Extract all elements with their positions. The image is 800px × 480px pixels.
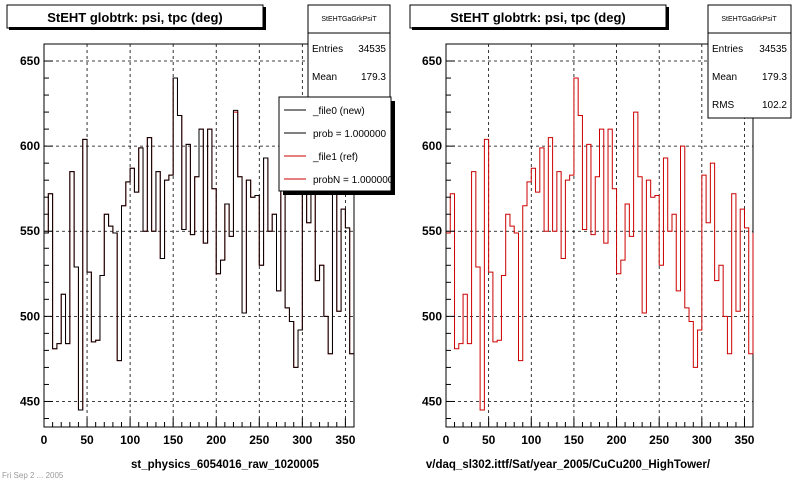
left-stats-box: StEHTGaGrkPsiT Entries 34535 Mean 179.3	[307, 4, 391, 106]
left-stats-mean-value: 179.3	[361, 72, 386, 83]
right-stats-box: StEHTGaGrkPsiT Entries 34535 Mean 179.3 …	[707, 4, 792, 119]
corner-timestamp: Fri Sep 2 ... 2005	[2, 471, 64, 480]
right-stats-name: StEHTGaGrkPsiT	[721, 16, 777, 23]
right-stats-mean-value: 179.3	[762, 72, 787, 83]
x-tick-label: 350	[734, 433, 754, 447]
y-tick-label: 600	[20, 139, 40, 153]
x-tick-label: 50	[80, 433, 94, 447]
legend-entry: probN = 1.000000	[284, 175, 394, 186]
x-tick-label: 250	[249, 433, 269, 447]
x-tick-label: 200	[607, 433, 627, 447]
left-title-box: StEHT globtrk: psi, tpc (deg)	[6, 4, 266, 30]
legend-label-file0: _file0 (new)	[312, 106, 365, 117]
x-tick-label: 0	[443, 433, 450, 447]
right-histogram-series	[446, 77, 754, 411]
x-tick-label: 300	[692, 433, 712, 447]
right-chart-title: StEHT globtrk: psi, tpc (deg)	[450, 10, 626, 25]
right-stats-rms-value: 102.2	[762, 100, 787, 111]
left-stats-entries-label: Entries	[312, 44, 343, 55]
y-tick-label: 550	[20, 224, 40, 238]
x-tick-label: 100	[521, 433, 541, 447]
legend-entry: prob = 1.000000	[284, 129, 387, 140]
right-title-box: StEHT globtrk: psi, tpc (deg)	[409, 4, 669, 30]
histogram-step-line	[446, 77, 754, 411]
right-histogram-panel: StEHT globtrk: psi, tpc (deg) 0 50 100 150 2…	[409, 4, 792, 471]
y-tick-label: 600	[422, 139, 442, 153]
left-stats-mean-label: Mean	[312, 72, 337, 83]
x-tick-label: 0	[41, 433, 48, 447]
left-stats-name: StEHTGaGrkPsiT	[321, 16, 377, 23]
right-plot-frame	[445, 43, 754, 428]
x-tick-label: 50	[482, 433, 496, 447]
x-tick-label: 150	[163, 433, 183, 447]
right-stats-entries-label: Entries	[712, 44, 743, 55]
y-tick-label: 550	[422, 224, 442, 238]
left-chart-title: StEHT globtrk: psi, tpc (deg)	[47, 10, 223, 25]
x-tick-label: 150	[564, 433, 584, 447]
right-stats-rms-label: RMS	[712, 100, 735, 111]
left-footer-label: st_physics_6054016_raw_1020005	[131, 459, 320, 471]
right-stats-entries-value: 34535	[759, 44, 787, 55]
right-axes: 0 50 100 150 200 250 300 350 450 500 550 600 650	[422, 43, 755, 447]
left-histogram-panel: StEHT globtrk: psi, tpc (deg) 0 50 100 150 2…	[6, 4, 395, 471]
x-tick-label: 100	[120, 433, 140, 447]
legend-entry: _file0 (new)	[284, 106, 365, 117]
x-tick-label: 200	[206, 433, 226, 447]
legend-label-prob: prob = 1.000000	[313, 129, 387, 140]
x-tick-label: 300	[292, 433, 312, 447]
left-axes: 0 50 100 150 200 250 300 350 450 500 550 600 650	[20, 43, 356, 447]
y-tick-label: 450	[422, 394, 442, 408]
y-tick-label: 650	[422, 54, 442, 68]
right-grid	[446, 44, 753, 427]
y-tick-label: 450	[20, 394, 40, 408]
left-legend: _file0 (new) prob = 1.000000 _file1 (ref…	[278, 96, 395, 195]
right-stats-mean-label: Mean	[712, 72, 737, 83]
legend-label-file1: _file1 (ref)	[312, 152, 358, 163]
x-tick-label: 350	[335, 433, 355, 447]
right-footer-label: v/daq_sl302.ittf/Sat/year_2005/CuCu200_H…	[426, 459, 711, 471]
y-tick-label: 650	[20, 54, 40, 68]
left-stats-entries-value: 34535	[358, 44, 386, 55]
x-tick-label: 250	[649, 433, 669, 447]
legend-entry: _file1 (ref)	[284, 152, 358, 163]
y-tick-label: 500	[20, 309, 40, 323]
legend-label-probN: probN = 1.000000	[313, 175, 394, 186]
y-tick-label: 500	[422, 309, 442, 323]
